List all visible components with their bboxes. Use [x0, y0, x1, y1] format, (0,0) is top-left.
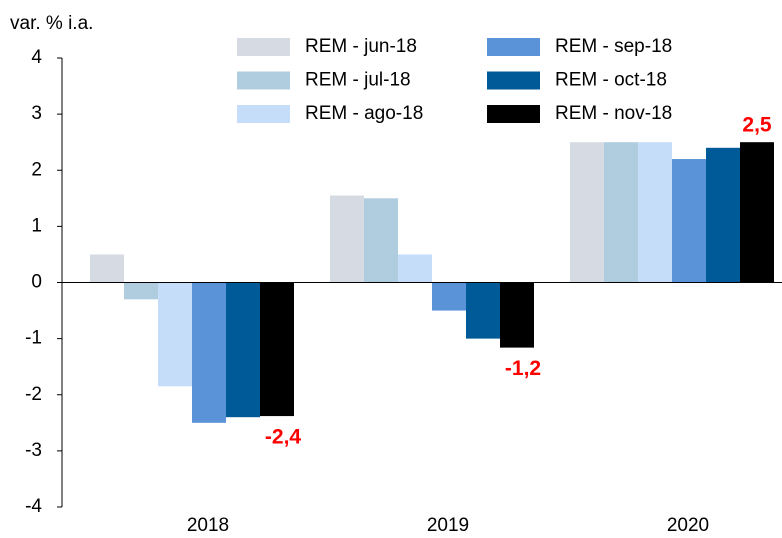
y-tick-label: 4: [31, 47, 42, 68]
data-label: -1,2: [505, 357, 541, 380]
legend-label: REM - jul-18: [305, 70, 411, 91]
y-tick-label: -4: [25, 496, 42, 517]
legend-label: REM - oct-18: [555, 70, 667, 91]
legend-label: REM - sep-18: [555, 36, 672, 57]
data-label: 2,5: [742, 114, 772, 137]
y-tick-label: -2: [25, 384, 42, 405]
bar: [192, 282, 226, 423]
legend-swatch: [237, 105, 290, 123]
bar: [364, 198, 398, 283]
y-axis-label: var. % i.a.: [10, 13, 93, 34]
legend-label: REM - jun-18: [305, 36, 417, 57]
y-tick-label: 2: [31, 159, 42, 180]
bar: [330, 195, 364, 283]
legend-label: REM - ago-18: [305, 103, 423, 124]
y-tick-label: 0: [31, 272, 42, 293]
bar: [158, 282, 192, 387]
y-tick-label: -3: [25, 440, 42, 461]
bar: [500, 282, 534, 348]
bar: [604, 142, 638, 283]
y-tick-label: 1: [31, 215, 42, 236]
bar: [124, 282, 158, 300]
legend-swatch: [237, 38, 290, 56]
bar: [432, 282, 466, 311]
data-label: -2,4: [265, 426, 302, 449]
bar: [672, 159, 706, 283]
bar: [570, 142, 604, 283]
x-tick-label: 2018: [187, 515, 229, 536]
y-tick-label: 3: [31, 103, 42, 124]
legend-label: REM - nov-18: [555, 103, 672, 124]
x-tick-label: 2019: [427, 515, 469, 536]
bar: [466, 282, 500, 339]
x-tick-label: 2020: [667, 515, 709, 536]
legend-swatch: [487, 71, 540, 90]
bar: [638, 142, 672, 283]
y-tick-label: -1: [25, 328, 42, 349]
bar: [740, 142, 774, 283]
bar: [706, 147, 740, 283]
bar: [226, 282, 260, 418]
bar: [90, 254, 124, 283]
legend-swatch: [487, 38, 540, 56]
legend-swatch: [237, 71, 290, 90]
bar: [398, 254, 432, 283]
bar: [260, 282, 294, 417]
legend-swatch: [487, 105, 540, 123]
